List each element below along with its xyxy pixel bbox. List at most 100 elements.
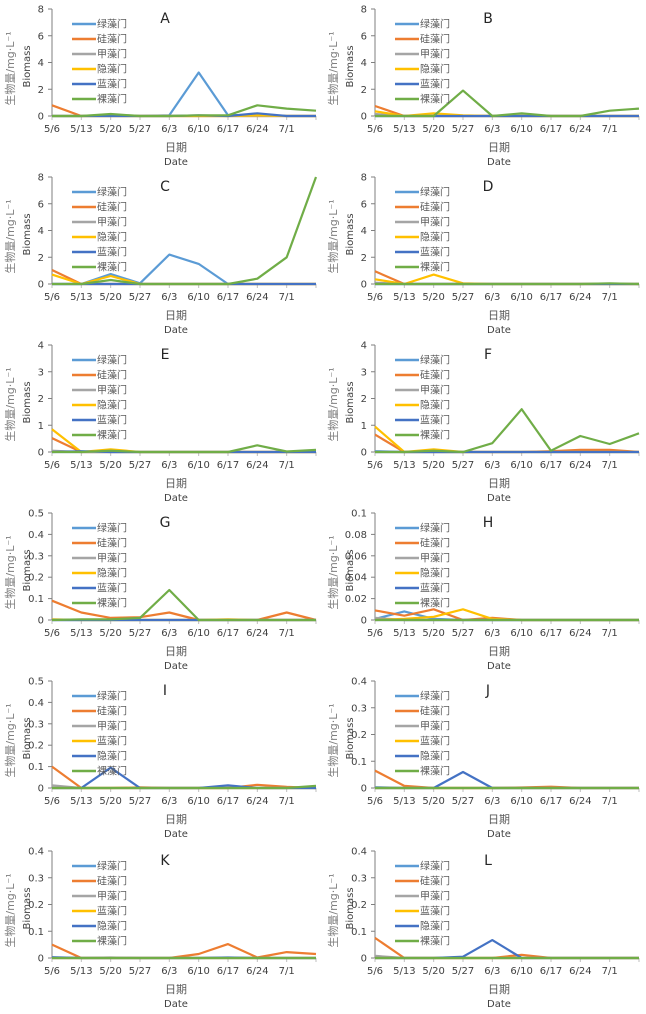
y-tick-label: 0.4	[28, 530, 44, 541]
y-axis-title-en: Biomass	[345, 45, 356, 87]
legend-label: 硅藻门	[420, 33, 450, 46]
legend-label: 蓝藻门	[420, 582, 450, 595]
x-tick-label: 5/13	[393, 966, 415, 977]
y-tick-label: 4	[38, 226, 44, 237]
x-tick-label: 6/3	[161, 628, 177, 639]
legend-label: 硅藻门	[97, 875, 127, 888]
y-tick-label: 0.2	[351, 900, 367, 911]
x-tick-label: 5/6	[367, 124, 383, 135]
chart-panel-e: 0 1 2 3 4 5/6 5/13 5/20 5/27 6/3 6/10 6/17 6/24 7/1 日期…	[0, 336, 323, 504]
x-tick-label: 6/24	[246, 796, 268, 807]
x-tick-label: 6/17	[217, 796, 239, 807]
y-axis-title: 生物量/mg·L⁻¹	[326, 873, 340, 947]
legend-label: 隐藻门	[420, 750, 450, 763]
legend-label: 甲藻门	[97, 552, 127, 565]
y-tick-label: 0	[38, 448, 44, 459]
y-tick-label: 3	[38, 367, 44, 378]
legend-label: 硅藻门	[97, 201, 127, 214]
series-line-6	[52, 104, 317, 118]
y-tick-label: 3	[361, 367, 367, 378]
x-tick-label: 5/13	[70, 292, 92, 303]
series-line-1	[52, 71, 316, 118]
y-tick-label: 0	[38, 616, 44, 627]
x-tick-label: 5/27	[452, 460, 474, 471]
y-axis-title: 生物量/mg·L⁻¹	[3, 367, 17, 441]
x-tick-label: 6/24	[246, 966, 268, 977]
y-tick-label: 0.1	[351, 757, 367, 768]
chart-panel-a: 0 2 4 6 8 5/6 5/13 5/20 5/27 6/3 6/10 6/17 6/24 7/1 日期…	[0, 0, 323, 168]
x-axis-title-en: Date	[487, 493, 511, 504]
legend-label: 甲藻门	[420, 384, 450, 397]
legend-label: 甲藻门	[420, 216, 450, 229]
y-axis-title: 生物量/mg·L⁻¹	[326, 703, 340, 777]
legend-label: 硅藻门	[97, 537, 127, 550]
x-axis-title: 日期	[488, 983, 510, 996]
chart-svg: 0 2 4 6 8 5/6 5/13 5/20 5/27 6/3 6/10 6/17 6/24 7/1 日期…	[326, 5, 640, 168]
x-tick-label: 6/17	[540, 628, 562, 639]
x-tick-label: 6/24	[246, 124, 268, 135]
x-axis-title: 日期	[488, 477, 510, 490]
x-tick-label: 6/17	[540, 966, 562, 977]
legend-label: 蓝藻门	[420, 414, 450, 427]
chart-svg: 0 0.02 0.04 0.06 0.08 0.1 5/6 5/13 5/20 5/27 6/3 6/…	[326, 509, 640, 672]
legend-label: 隐藻门	[97, 399, 127, 412]
x-axis-title: 日期	[488, 645, 510, 658]
series-line-2	[374, 769, 639, 790]
x-tick-label: 6/3	[161, 124, 177, 135]
series-line-6	[52, 176, 318, 286]
y-axis-title-en: Biomass	[22, 549, 33, 591]
x-tick-label: 5/20	[422, 292, 444, 303]
x-tick-label: 6/10	[510, 460, 532, 471]
y-axis-title-en: Biomass	[22, 45, 33, 87]
chart-svg: 0 1 2 3 4 5/6 5/13 5/20 5/27 6/3 6/10 6/17 6/24 7/1 日期…	[326, 341, 640, 504]
series-line-6	[375, 89, 640, 118]
x-tick-label: 5/6	[44, 796, 60, 807]
y-tick-label: 0	[38, 954, 44, 965]
legend-label: 甲藻门	[420, 48, 450, 61]
x-axis-title: 日期	[488, 141, 510, 154]
legend-label: 绿藻门	[97, 186, 127, 199]
x-tick-label: 5/20	[99, 628, 121, 639]
x-tick-label: 5/13	[70, 460, 92, 471]
x-axis-title-en: Date	[164, 999, 188, 1010]
y-tick-label: 0.04	[345, 573, 367, 584]
y-axis-title-en: Biomass	[345, 549, 356, 591]
y-tick-label: 2	[38, 85, 44, 96]
legend-label: 蓝藻门	[97, 78, 127, 91]
x-tick-label: 6/24	[246, 628, 268, 639]
x-tick-label: 5/13	[393, 796, 415, 807]
x-tick-label: 5/20	[99, 796, 121, 807]
y-tick-label: 0.1	[28, 927, 44, 938]
chart-svg: 0 0.1 0.2 0.3 0.4 0.5 5/6 5/13 5/20 5/27 6/3 6/10 6/…	[3, 509, 317, 672]
legend-label: 蓝藻门	[420, 735, 450, 748]
y-tick-label: 0.3	[28, 551, 44, 562]
y-axis-title-en: Biomass	[345, 381, 356, 423]
x-tick-label: 5/13	[393, 292, 415, 303]
y-tick-label: 0	[361, 448, 367, 459]
x-tick-label: 6/10	[510, 628, 532, 639]
legend-label: 裸藻门	[97, 597, 127, 610]
y-tick-label: 4	[38, 58, 44, 69]
x-tick-label: 5/13	[70, 628, 92, 639]
x-tick-label: 6/3	[484, 628, 500, 639]
legend-label: 绿藻门	[97, 860, 127, 873]
x-axis-title-en: Date	[487, 829, 511, 840]
legend-label: 隐藻门	[420, 63, 450, 76]
legend-label: 甲藻门	[97, 890, 127, 903]
legend-label: 蓝藻门	[97, 414, 127, 427]
legend-label: 硅藻门	[97, 369, 127, 382]
legend-label: 甲藻门	[97, 720, 127, 733]
x-tick-label: 5/20	[422, 966, 444, 977]
legend-label: 绿藻门	[97, 690, 127, 703]
panel-letter: F	[484, 347, 492, 363]
panel-letter: C	[160, 179, 170, 195]
x-tick-label: 7/1	[602, 124, 618, 135]
y-tick-label: 2	[361, 85, 367, 96]
y-tick-label: 0.5	[28, 509, 44, 520]
y-tick-label: 0.5	[28, 677, 44, 688]
x-tick-label: 5/6	[367, 628, 383, 639]
x-tick-label: 6/10	[187, 460, 209, 471]
x-tick-label: 6/24	[569, 628, 591, 639]
legend-label: 隐藻门	[97, 750, 127, 763]
x-tick-label: 5/20	[422, 796, 444, 807]
